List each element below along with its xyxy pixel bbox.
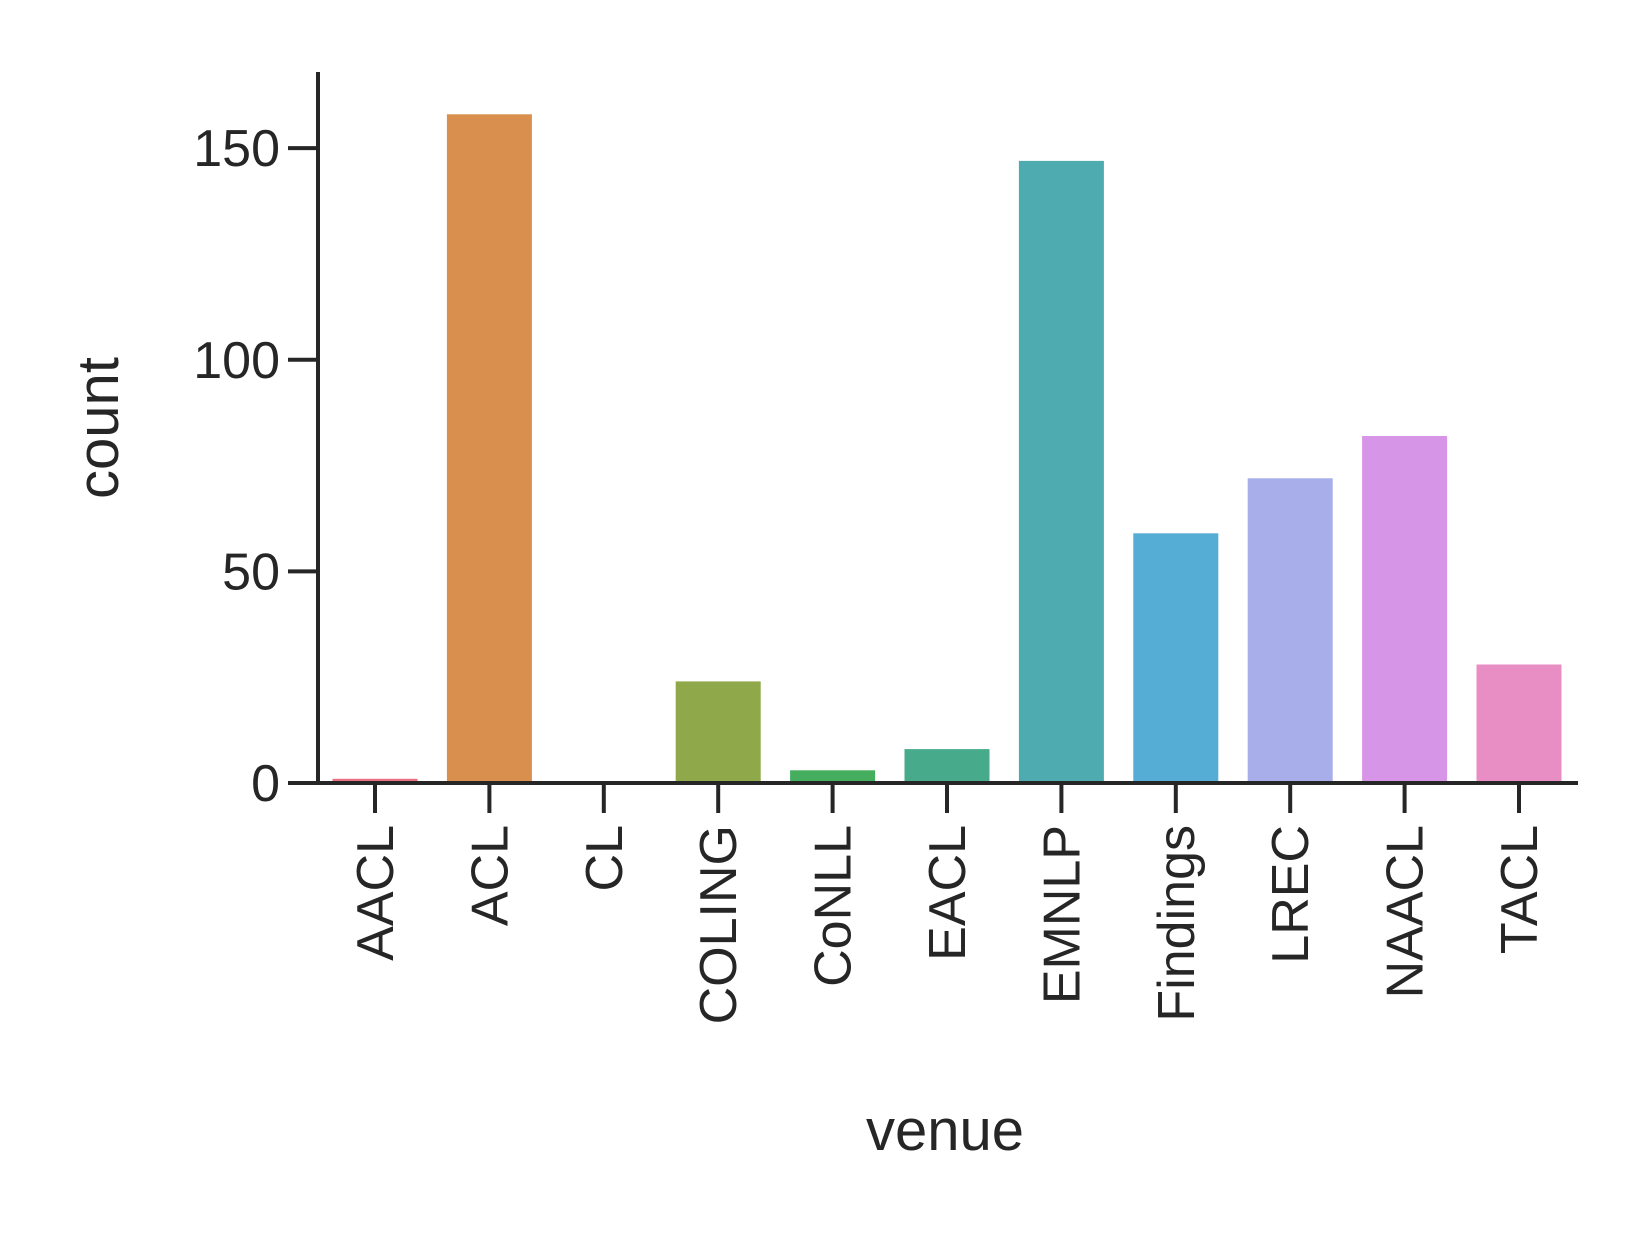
- x-tick-label-conll: CoNLL: [805, 825, 863, 987]
- x-tick-label-aacl: AACL: [347, 825, 405, 961]
- bar-eacl: [904, 749, 990, 783]
- bar-lrec: [1247, 478, 1333, 783]
- bar-naacl: [1362, 436, 1448, 783]
- x-tick-label-findings: Findings: [1148, 825, 1206, 1022]
- y-axis-ticks: 0 50 100 150: [193, 120, 318, 813]
- y-tick-label-50: 50: [222, 543, 280, 601]
- bar-tacl: [1476, 664, 1562, 783]
- y-tick-label-150: 150: [193, 120, 280, 178]
- bar-findings: [1133, 533, 1219, 783]
- x-tick-label-coling: COLING: [690, 825, 748, 1024]
- x-tick-label-cl: CL: [576, 825, 634, 891]
- x-tick-label-lrec: LREC: [1262, 825, 1320, 964]
- x-tick-label-acl: ACL: [461, 825, 519, 926]
- bar-conll: [790, 770, 876, 783]
- x-tick-label-eacl: EACL: [919, 825, 977, 961]
- x-axis-label: venue: [866, 1098, 1024, 1163]
- x-tick-label-naacl: NAACL: [1377, 825, 1435, 998]
- bar-coling: [675, 681, 761, 783]
- y-tick-label-0: 0: [251, 755, 280, 813]
- y-tick-label-100: 100: [193, 332, 280, 390]
- bar-acl: [446, 114, 532, 784]
- y-axis-label: count: [66, 357, 131, 499]
- x-tick-label-tacl: TACL: [1491, 825, 1549, 954]
- bar-aacl: [332, 778, 418, 783]
- x-tick-label-emnlp: EMNLP: [1033, 825, 1091, 1004]
- bars: [332, 114, 1562, 784]
- x-axis-ticks: AACL ACL CL COLING CoNLL EACL EMNLP Findings LRE…: [347, 783, 1549, 1024]
- bar-emnlp: [1018, 160, 1104, 783]
